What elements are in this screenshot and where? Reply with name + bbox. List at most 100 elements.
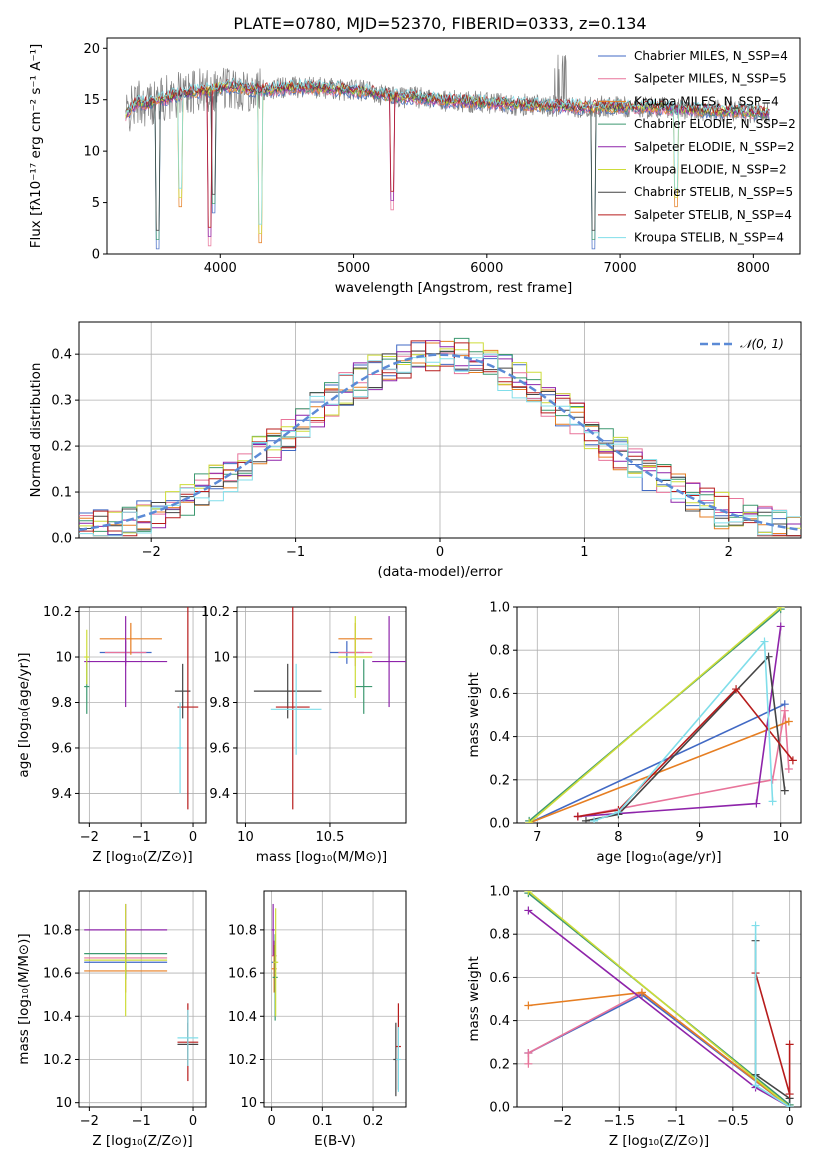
weight-marker bbox=[581, 816, 590, 823]
model-spectrum-line bbox=[125, 77, 770, 225]
x-tick-label: 0 bbox=[436, 545, 444, 560]
weight-line bbox=[528, 703, 786, 823]
model-spectrum-line bbox=[125, 83, 770, 247]
y-tick-label: 0.6 bbox=[489, 971, 510, 986]
weight-line bbox=[527, 891, 791, 1107]
weight-line bbox=[754, 972, 791, 1095]
legend-label: Salpeter STELIB, N_SSP=4 bbox=[634, 208, 792, 222]
weight-marker bbox=[751, 921, 760, 930]
axes-frame bbox=[106, 37, 801, 255]
y-tick-label: 10.8 bbox=[228, 923, 257, 938]
x-axis-label: E(B-V) bbox=[314, 1133, 356, 1149]
panel-age-vs-mass: 10 10.5 9.4 9.6 9.8 10 10.2 mass [log₁₀(M/M⊙)] bbox=[201, 605, 407, 865]
y-axis-label: Normed distribution bbox=[28, 363, 44, 498]
weight-marker bbox=[768, 797, 777, 806]
histogram-step bbox=[79, 340, 801, 537]
plot-area bbox=[84, 903, 199, 1082]
plot-area bbox=[525, 607, 797, 823]
x-tick-label: 6000 bbox=[470, 261, 503, 276]
weight-marker bbox=[780, 706, 789, 715]
panel-mass-vs-ebv: 0 0.1 0.2 10 10.2 10.4 10.6 10.8 E(B-V) bbox=[228, 890, 407, 1149]
axes-frame bbox=[78, 606, 207, 824]
axes-frame bbox=[78, 890, 207, 1108]
weight-marker bbox=[785, 1103, 794, 1107]
weight-marker bbox=[524, 1049, 533, 1057]
plot-area bbox=[271, 903, 401, 1097]
y-tick-label: 10.6 bbox=[43, 967, 72, 982]
x-tick-label: 0 bbox=[267, 1114, 275, 1129]
x-tick-label: −1 bbox=[666, 1114, 685, 1129]
weight-marker bbox=[784, 765, 793, 773]
legend-label: Kroupa MILES, N_SSP=4 bbox=[634, 94, 779, 108]
y-axis-label: age [log₁₀(age/yr)] bbox=[16, 652, 32, 777]
y-axis-label: mass weight bbox=[466, 956, 482, 1041]
axes-frame bbox=[78, 321, 802, 539]
y-tick-label: 0.0 bbox=[489, 1101, 510, 1116]
model-spectrum-line bbox=[125, 81, 770, 234]
x-tick-label: 10 bbox=[772, 830, 789, 845]
legend-label: Kroupa STELIB, N_SSP=4 bbox=[634, 231, 784, 245]
x-axis-label: Z [log₁₀(Z/Z⊙)] bbox=[609, 1133, 709, 1149]
legend-label: Chabrier MILES, N_SSP=4 bbox=[634, 49, 788, 63]
panel-residual-histogram: −2 −1 0 1 2 0.0 0.1 0.2 0.3 0.4 (data-model)/error… bbox=[28, 321, 802, 580]
y-tick-label: 10.8 bbox=[43, 923, 72, 938]
x-tick-label: −2 bbox=[80, 830, 99, 845]
x-axis-label: Z [log₁₀(Z/Z⊙)] bbox=[92, 849, 192, 865]
y-tick-label: 10.2 bbox=[43, 605, 72, 620]
y-tick-label: 20 bbox=[83, 42, 100, 57]
y-tick-label: 0.3 bbox=[51, 394, 72, 409]
y-tick-label: 0.0 bbox=[51, 532, 72, 547]
histogram-step bbox=[79, 342, 801, 537]
weight-marker bbox=[752, 799, 761, 808]
y-tick-label: 9.4 bbox=[209, 787, 230, 802]
y-tick-label: 9.6 bbox=[51, 741, 72, 756]
histogram-step bbox=[79, 353, 801, 537]
x-tick-label: 0 bbox=[189, 830, 197, 845]
y-tick-label: 0.2 bbox=[489, 1057, 510, 1072]
weight-marker bbox=[768, 775, 777, 784]
y-axis-label: mass [log₁₀(M/M⊙)] bbox=[16, 933, 32, 1064]
gaussian-curve bbox=[79, 353, 801, 532]
axes-frame bbox=[516, 890, 802, 1108]
axes-frame bbox=[516, 606, 802, 824]
x-tick-label: 0 bbox=[785, 1114, 793, 1129]
panel-age-vs-Z: −2 −1 0 9.4 9.6 9.8 10 10.2 Z [log₁₀(Z/Z⊙)] age [… bbox=[16, 605, 207, 865]
plot-area bbox=[79, 337, 801, 537]
weight-line bbox=[577, 626, 782, 818]
y-tick-label: 0.4 bbox=[51, 348, 72, 363]
y-tick-label: 9.4 bbox=[51, 787, 72, 802]
weight-marker bbox=[751, 1081, 760, 1090]
weight-line bbox=[577, 687, 794, 818]
legend-label: Chabrier ELODIE, N_SSP=2 bbox=[634, 117, 796, 131]
weight-marker bbox=[573, 812, 582, 821]
x-axis-label: (data-model)/error bbox=[377, 564, 503, 580]
x-tick-label: 5000 bbox=[337, 261, 370, 276]
x-tick-label: −1 bbox=[132, 830, 151, 845]
spectrum-legend: Chabrier MILES, N_SSP=4 Salpeter MILES, N… bbox=[598, 49, 796, 245]
x-axis-label: wavelength [Angstrom, rest frame] bbox=[335, 280, 573, 296]
y-tick-label: 0.0 bbox=[489, 817, 510, 832]
y-axis-label: Flux [fλ10⁻¹⁷ erg cm⁻² s⁻¹ A⁻¹] bbox=[28, 44, 44, 249]
weight-marker bbox=[524, 891, 533, 895]
panel-spectrum: 4000 5000 6000 7000 8000 0 5 10 15 20 wavelength [… bbox=[28, 37, 801, 296]
weight-marker bbox=[524, 1001, 533, 1010]
x-tick-label: −1.5 bbox=[603, 1114, 635, 1129]
weight-line bbox=[528, 607, 782, 823]
y-tick-label: 10 bbox=[240, 1096, 257, 1111]
weight-line bbox=[528, 991, 791, 1107]
y-tick-label: 0.6 bbox=[489, 687, 510, 702]
weight-marker bbox=[784, 717, 793, 726]
x-tick-label: 7 bbox=[533, 830, 541, 845]
x-axis-label: age [log₁₀(age/yr)] bbox=[596, 849, 721, 865]
plot-area bbox=[524, 891, 794, 1107]
axes-frame bbox=[236, 606, 407, 824]
y-tick-label: 15 bbox=[83, 93, 100, 108]
weight-marker bbox=[637, 988, 646, 997]
x-tick-label: 0 bbox=[189, 1114, 197, 1129]
x-tick-label: 2 bbox=[725, 545, 733, 560]
y-tick-label: 1.0 bbox=[489, 601, 510, 616]
figure-title: PLATE=0780, MJD=52370, FIBERID=0333, z=0… bbox=[233, 14, 646, 33]
y-tick-label: 0.2 bbox=[51, 440, 72, 455]
axes-frame bbox=[263, 890, 407, 1108]
